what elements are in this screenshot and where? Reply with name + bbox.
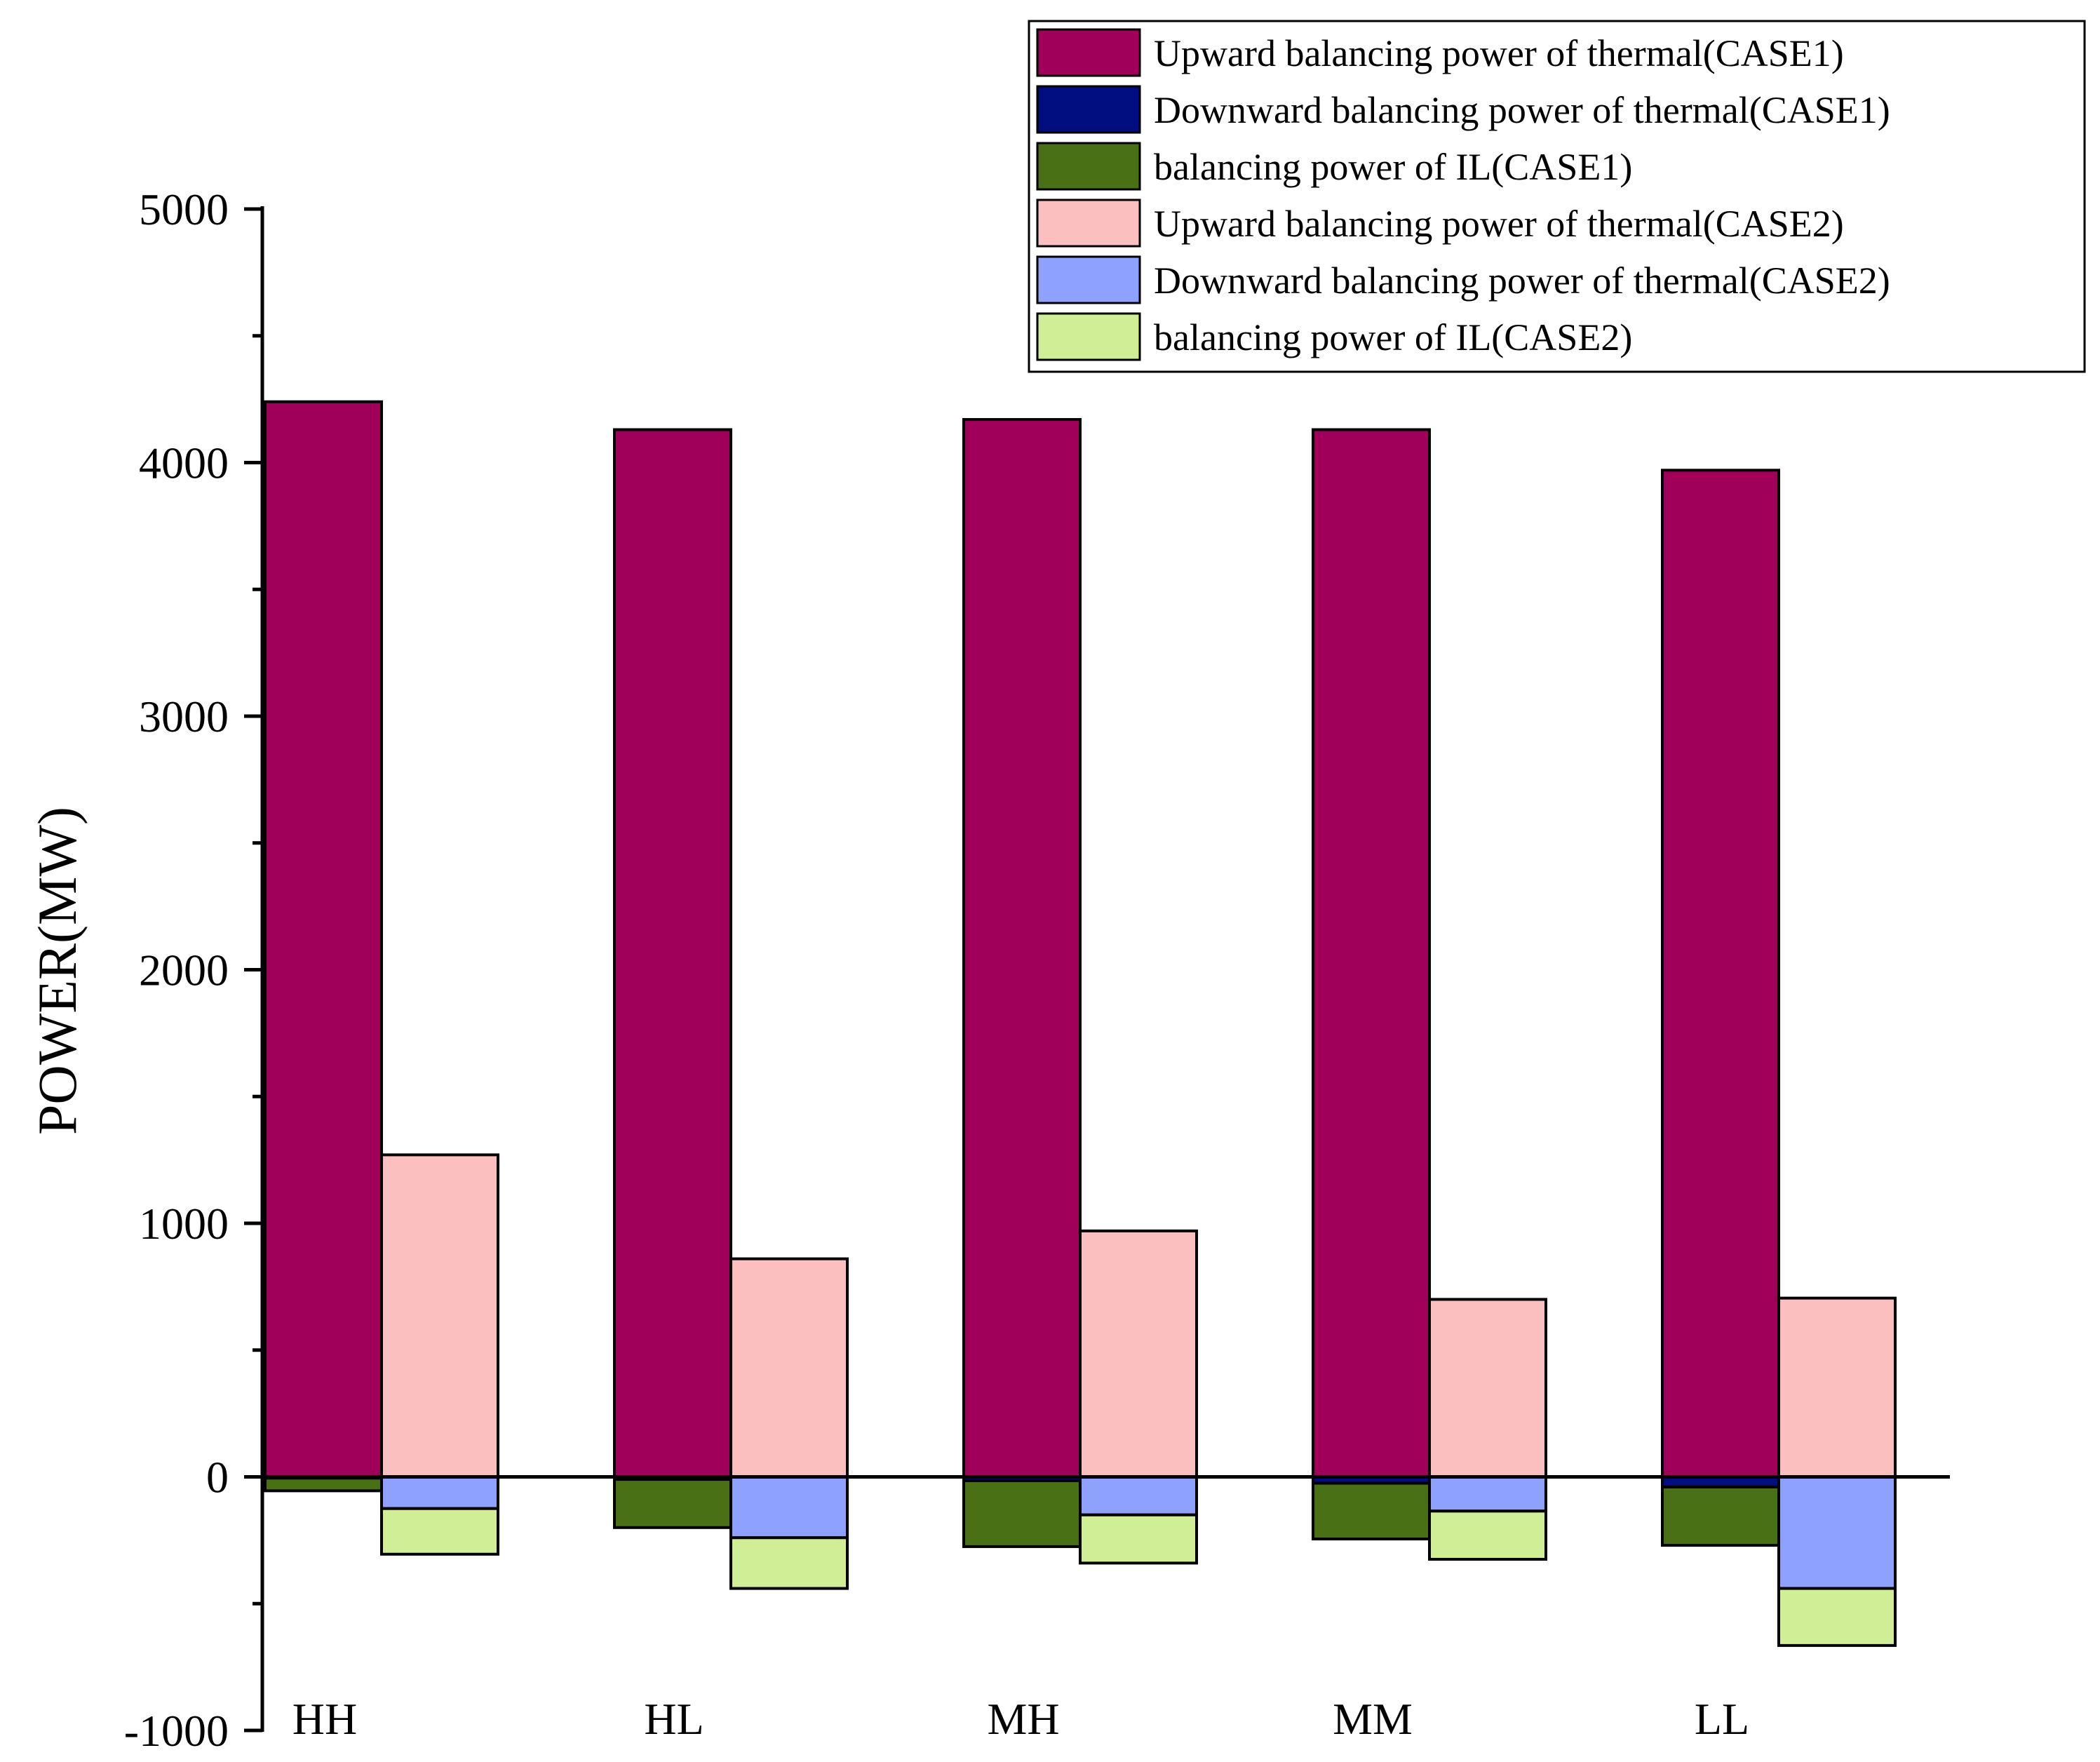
bar-mh-downward-balancing-power-of-thermal-case2: [1079, 1475, 1198, 1516]
legend-swatch-downward-balancing-power-of-thermal-case1: [1036, 85, 1141, 134]
bar-hh-upward-balancing-power-of-thermal-case1: [264, 400, 383, 1479]
category-label-mm: MM: [1333, 1694, 1413, 1744]
bar-hh-balancing-power-of-il-case2: [380, 1507, 499, 1556]
y-axis-title: POWER(MW): [27, 807, 88, 1135]
bar-mm-downward-balancing-power-of-thermal-case2: [1428, 1475, 1547, 1513]
axes-layer: [244, 206, 1950, 1733]
bar-mh-balancing-power-of-il-case2: [1079, 1513, 1198, 1565]
labels-layer: -1000 0 1000 2000 3000 4000 5000 HH HL MH MM LL POWE…: [27, 184, 1749, 1756]
legend-swatch-downward-balancing-power-of-thermal-case2: [1036, 255, 1141, 304]
category-label-mh: MH: [987, 1694, 1059, 1744]
bar-ll-balancing-power-of-il-case2: [1777, 1587, 1897, 1647]
y-tick-label: 2000: [139, 946, 229, 995]
legend-label-balancing-power-of-il-case2: balancing power of IL(CASE2): [1154, 316, 1632, 358]
y-tick-label: 5000: [139, 184, 229, 234]
bar-mm-upward-balancing-power-of-thermal-case1: [1312, 428, 1431, 1479]
category-label-hl: HL: [644, 1694, 704, 1744]
bar-hl-upward-balancing-power-of-thermal-case2: [729, 1257, 849, 1479]
y-tick-label: 0: [206, 1453, 229, 1502]
y-tick-label: 4000: [139, 438, 229, 488]
legend-swatch-upward-balancing-power-of-thermal-case2: [1036, 199, 1141, 248]
bar-mh-upward-balancing-power-of-thermal-case2: [1079, 1229, 1198, 1479]
legend-label-upward-balancing-power-of-thermal-case2: Upward balancing power of thermal(CASE2): [1154, 203, 1844, 245]
bars-layer: [264, 400, 1897, 1647]
bar-mm-balancing-power-of-il-case2: [1428, 1509, 1547, 1561]
bar-mh-balancing-power-of-il-case1: [962, 1479, 1082, 1548]
legend-box: [1028, 20, 2086, 373]
y-tick-label: 1000: [139, 1199, 229, 1249]
bar-hh-upward-balancing-power-of-thermal-case2: [380, 1153, 499, 1479]
y-tick-label: 3000: [139, 692, 229, 741]
bar-ll-upward-balancing-power-of-thermal-case2: [1777, 1296, 1897, 1479]
legend-swatch-balancing-power-of-il-case2: [1036, 312, 1141, 361]
bar-ll-upward-balancing-power-of-thermal-case1: [1661, 469, 1780, 1479]
category-label-ll: LL: [1695, 1694, 1749, 1744]
legend-label-balancing-power-of-il-case1: balancing power of IL(CASE1): [1154, 146, 1632, 188]
bar-mh-upward-balancing-power-of-thermal-case1: [962, 418, 1082, 1479]
category-label-hh: HH: [292, 1694, 357, 1744]
legend-label-downward-balancing-power-of-thermal-case2: Downward balancing power of thermal(CASE…: [1154, 260, 1890, 302]
bar-hh-balancing-power-of-il-case1: [264, 1477, 383, 1493]
legend-swatch-balancing-power-of-il-case1: [1036, 142, 1141, 191]
bar-hl-upward-balancing-power-of-thermal-case1: [613, 428, 732, 1479]
bar-ll-balancing-power-of-il-case1: [1661, 1485, 1780, 1547]
legend: Upward balancing power of thermal(CASE1)…: [1028, 20, 2086, 373]
legend-swatch-upward-balancing-power-of-thermal-case1: [1036, 28, 1141, 77]
bar-mm-upward-balancing-power-of-thermal-case2: [1428, 1298, 1547, 1479]
bar-hl-downward-balancing-power-of-thermal-case2: [729, 1475, 849, 1540]
y-tick-label: -1000: [124, 1706, 229, 1756]
legend-label-downward-balancing-power-of-thermal-case1: Downward balancing power of thermal(CASE…: [1154, 89, 1890, 131]
bar-ll-downward-balancing-power-of-thermal-case2: [1777, 1475, 1897, 1590]
bar-hl-balancing-power-of-il-case1: [613, 1478, 732, 1529]
bar-hh-downward-balancing-power-of-thermal-case2: [380, 1475, 499, 1510]
bar-hl-balancing-power-of-il-case2: [729, 1536, 849, 1590]
legend-label-upward-balancing-power-of-thermal-case1: Upward balancing power of thermal(CASE1): [1154, 32, 1844, 74]
bar-mm-balancing-power-of-il-case1: [1312, 1481, 1431, 1541]
